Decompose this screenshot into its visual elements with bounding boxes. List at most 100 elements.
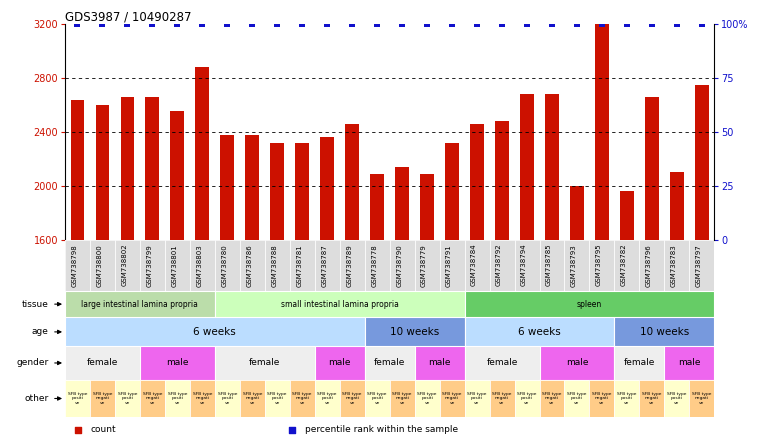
Text: 10 weeks: 10 weeks [639,327,689,337]
Bar [689,240,714,291]
Point [271,21,283,28]
Bar [639,240,665,291]
Bar [465,317,614,346]
Point [646,21,658,28]
Point [396,21,408,28]
Text: GSM738782: GSM738782 [621,244,627,286]
Bar [371,174,384,240]
Text: GSM738789: GSM738789 [346,244,352,286]
Bar [465,240,490,291]
Bar [245,135,259,240]
Point [521,21,533,28]
Bar [614,380,639,417]
Bar [570,186,584,240]
Text: GSM738794: GSM738794 [521,244,527,286]
Point [496,21,508,28]
Point [446,21,458,28]
Text: GSM738779: GSM738779 [421,244,427,286]
Text: GSM738792: GSM738792 [496,244,502,286]
Point [96,21,108,28]
Bar [415,346,465,380]
Point [421,21,433,28]
Point [222,21,234,28]
Point [596,21,608,28]
Text: GSM738784: GSM738784 [471,244,477,286]
Text: GSM738796: GSM738796 [646,244,652,286]
Text: SFB type
positi
ve: SFB type positi ve [218,392,237,405]
Point [321,21,333,28]
Bar [140,240,165,291]
Bar [665,240,689,291]
Text: SFB type
positi
ve: SFB type positi ve [617,392,636,405]
Bar [345,124,359,240]
Bar [240,240,265,291]
Bar [490,380,514,417]
Text: 6 weeks: 6 weeks [193,327,236,337]
Text: SFB type
negati
ve: SFB type negati ve [92,392,112,405]
Point [71,21,83,28]
Text: GSM738785: GSM738785 [546,244,552,286]
Bar [140,346,215,380]
Text: SFB type
negati
ve: SFB type negati ve [393,392,412,405]
Point [171,21,183,28]
Bar [545,95,558,240]
Bar [665,380,689,417]
Point [72,426,84,433]
Bar [320,138,334,240]
Bar [215,346,315,380]
Text: GSM738783: GSM738783 [671,244,677,286]
Bar [65,346,140,380]
Bar [415,380,439,417]
Text: female: female [87,358,118,368]
Bar [90,240,115,291]
Bar [121,97,134,240]
Bar [539,240,565,291]
Text: male: male [329,358,351,368]
Bar [315,346,364,380]
Text: GSM738778: GSM738778 [371,244,377,286]
Text: other: other [24,394,49,403]
Point [471,21,483,28]
Text: SFB type
positi
ve: SFB type positi ve [367,392,387,405]
Text: 10 weeks: 10 weeks [390,327,439,337]
Bar [490,240,514,291]
Text: GDS3987 / 10490287: GDS3987 / 10490287 [65,10,192,23]
Text: spleen: spleen [577,300,602,309]
Text: SFB type
negati
ve: SFB type negati ve [592,392,612,405]
Bar [90,380,115,417]
Bar [645,97,659,240]
Bar [420,174,434,240]
Bar [415,240,439,291]
Bar [265,380,290,417]
Text: GSM738802: GSM738802 [121,244,128,286]
Bar [390,380,415,417]
Bar [170,111,184,240]
Bar [215,291,465,317]
Bar [270,143,284,240]
Bar [695,85,709,240]
Bar [265,240,290,291]
Bar [565,380,590,417]
Text: GSM738797: GSM738797 [696,244,702,286]
Bar [395,167,409,240]
Text: SFB type
positi
ve: SFB type positi ve [468,392,487,405]
Point [286,426,299,433]
Text: 6 weeks: 6 weeks [518,327,561,337]
Bar [364,380,390,417]
Text: female: female [374,358,406,368]
Text: SFB type
negati
ve: SFB type negati ve [643,392,662,405]
Bar [290,240,315,291]
Text: male: male [429,358,451,368]
Bar [215,380,240,417]
Bar [614,240,639,291]
Point [371,21,384,28]
Text: GSM738799: GSM738799 [147,244,152,286]
Bar [614,346,665,380]
Text: large intestinal lamina propria: large intestinal lamina propria [82,300,199,309]
Text: GSM738786: GSM738786 [246,244,252,286]
Point [296,21,309,28]
Bar [364,317,465,346]
Bar [65,380,90,417]
Bar [140,380,165,417]
Text: tissue: tissue [22,300,49,309]
